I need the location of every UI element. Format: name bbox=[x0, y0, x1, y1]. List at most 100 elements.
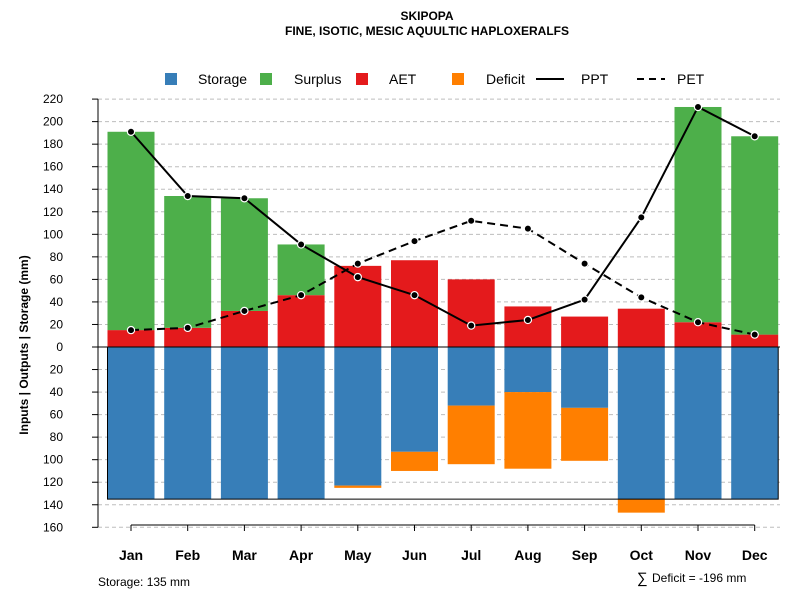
pet-line bbox=[130, 219, 755, 336]
pet-point bbox=[467, 216, 476, 225]
storage-capacity-box bbox=[107, 346, 779, 500]
y-tick-label: 80 bbox=[50, 250, 64, 264]
x-tick-label: Mar bbox=[232, 547, 257, 563]
y-tick-label: 20 bbox=[50, 317, 64, 331]
legend-label-ppt: PPT bbox=[581, 71, 609, 87]
storage-bar bbox=[220, 347, 268, 500]
deficit-bar bbox=[617, 499, 665, 513]
pet-point bbox=[296, 290, 306, 300]
deficit-bar bbox=[447, 405, 495, 465]
legend-label-surplus: Surplus bbox=[294, 71, 341, 87]
legend-label-pet: PET bbox=[677, 71, 705, 87]
pet-point bbox=[637, 293, 646, 302]
x-tick-label: Sep bbox=[572, 547, 598, 563]
gridlines bbox=[98, 98, 780, 528]
storage-bar bbox=[277, 347, 325, 500]
aet-bar bbox=[107, 330, 155, 347]
chart-subtitle: FINE, ISOTIC, MESIC AQUULTIC HAPLOXERALF… bbox=[285, 24, 569, 38]
ppt-point bbox=[410, 290, 419, 300]
storage-bar bbox=[334, 347, 382, 486]
deficit-bar bbox=[334, 485, 382, 488]
y-tick-label: 40 bbox=[50, 385, 64, 399]
surplus-bar bbox=[220, 198, 268, 311]
ppt-point bbox=[296, 240, 306, 249]
y-tick-label: 160 bbox=[43, 520, 63, 534]
aet-bar bbox=[277, 295, 325, 347]
deficit-note: Deficit = -196 mm bbox=[652, 571, 746, 585]
aet-bar bbox=[220, 310, 268, 347]
storage-bar bbox=[561, 347, 609, 408]
bars bbox=[107, 106, 779, 513]
legend-swatch-surplus bbox=[260, 73, 272, 85]
pet-point bbox=[183, 323, 192, 333]
storage-bar bbox=[674, 347, 722, 500]
pet-point bbox=[580, 259, 589, 268]
y-tick-label: 100 bbox=[43, 453, 63, 467]
y-axis-label: Inputs | Outputs | Storage (mm) bbox=[17, 255, 31, 434]
pet-point bbox=[240, 306, 249, 316]
legend: Storage Surplus AET Deficit PPT PET bbox=[165, 71, 705, 87]
ppt-point bbox=[693, 102, 703, 112]
aet-bar bbox=[617, 308, 665, 347]
surplus-bar bbox=[674, 106, 722, 323]
aet-bar bbox=[447, 279, 495, 347]
pet-point bbox=[750, 330, 759, 339]
ppt-point bbox=[467, 321, 476, 330]
y-tick-label: 120 bbox=[43, 475, 63, 489]
y-tick-label: 140 bbox=[43, 498, 63, 512]
pet-point bbox=[693, 318, 703, 327]
storage-bar bbox=[504, 347, 552, 393]
y-tick-label: 100 bbox=[43, 227, 63, 241]
ppt-point bbox=[523, 315, 533, 325]
pet-point bbox=[410, 236, 419, 246]
ppt-line bbox=[130, 105, 756, 327]
pet-point bbox=[523, 224, 533, 233]
ppt-point bbox=[637, 213, 646, 222]
ppt-point bbox=[126, 127, 136, 136]
y-tick-label: 220 bbox=[43, 92, 63, 106]
storage-bar bbox=[617, 347, 665, 500]
y-tick-label: 200 bbox=[43, 115, 63, 129]
legend-swatch-deficit bbox=[452, 73, 464, 85]
y-tick-label: 120 bbox=[43, 205, 63, 219]
x-axis: Jan Feb Mar Apr May Jun Jul Aug Sep Oct Nov Dec bbox=[119, 524, 768, 563]
x-tick-label: Dec bbox=[742, 547, 768, 563]
ppt-point bbox=[750, 132, 759, 141]
pet-point bbox=[126, 325, 136, 335]
aet-bar bbox=[164, 327, 212, 347]
legend-label-aet: AET bbox=[389, 71, 417, 87]
x-tick-label: Aug bbox=[514, 547, 541, 563]
aet-bar bbox=[731, 334, 779, 347]
storage-bar bbox=[107, 347, 155, 500]
aet-bar bbox=[561, 316, 609, 347]
surplus-bar bbox=[731, 136, 779, 335]
storage-note: Storage: 135 mm bbox=[98, 575, 190, 589]
legend-swatch-aet bbox=[356, 73, 368, 85]
storage-bar bbox=[731, 347, 779, 500]
pet-point bbox=[353, 259, 362, 268]
ppt-point bbox=[580, 295, 589, 304]
x-tick-label: Jan bbox=[119, 547, 143, 563]
surplus-bar bbox=[164, 196, 212, 328]
y-tick-label: 0 bbox=[56, 340, 63, 354]
x-tick-label: Jun bbox=[402, 547, 427, 563]
x-tick-label: Feb bbox=[175, 547, 200, 563]
x-tick-label: Oct bbox=[630, 547, 654, 563]
x-tick-label: Nov bbox=[685, 547, 712, 563]
x-tick-label: Jul bbox=[461, 547, 481, 563]
series-lines bbox=[126, 102, 759, 339]
y-tick-label: 60 bbox=[50, 272, 64, 286]
storage-bar bbox=[164, 347, 212, 500]
chart-title: SKIPOPA bbox=[400, 9, 453, 23]
reference-frames bbox=[98, 346, 780, 500]
x-tick-label: Apr bbox=[289, 547, 314, 563]
legend-label-deficit: Deficit bbox=[486, 71, 525, 87]
deficit-sum-symbol: ∑ bbox=[637, 570, 648, 587]
legend-swatch-storage bbox=[165, 73, 177, 85]
y-tick-label: 60 bbox=[50, 408, 64, 422]
y-tick-label: 180 bbox=[43, 137, 63, 151]
aet-bar bbox=[504, 306, 552, 347]
storage-bar bbox=[447, 347, 495, 406]
ppt-point bbox=[240, 194, 249, 203]
deficit-bar bbox=[504, 392, 552, 469]
